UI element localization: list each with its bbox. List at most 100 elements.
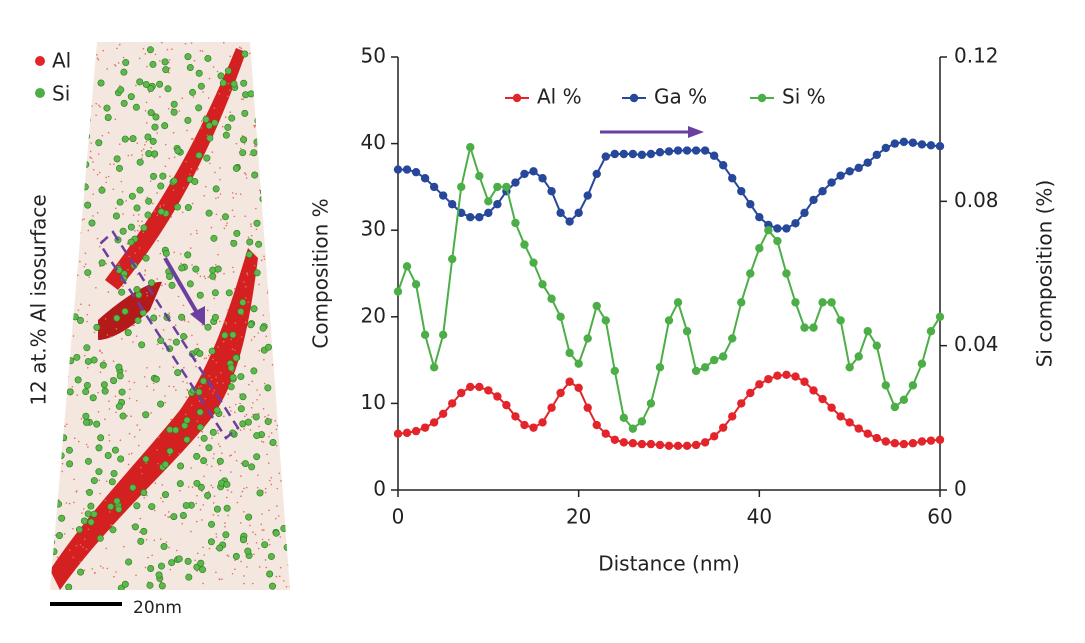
red-atom bbox=[73, 209, 76, 212]
red-atom bbox=[63, 191, 65, 193]
point bbox=[809, 195, 818, 205]
red-atom bbox=[50, 545, 51, 548]
si-atom bbox=[73, 215, 81, 223]
red-atom bbox=[213, 297, 215, 300]
si-atom bbox=[204, 54, 212, 62]
side-label: 12 at.% Al isosurface bbox=[27, 194, 51, 405]
red-atom bbox=[212, 514, 215, 516]
si-atom bbox=[208, 520, 216, 528]
red-atom bbox=[201, 324, 204, 326]
red-atom bbox=[193, 59, 196, 62]
point bbox=[475, 213, 484, 222]
red-atom bbox=[281, 200, 283, 203]
red-atom bbox=[152, 202, 154, 205]
red-atom bbox=[262, 111, 264, 113]
si-atom bbox=[279, 54, 287, 62]
red-atom bbox=[190, 233, 192, 235]
red-atom bbox=[71, 386, 74, 388]
red-atom bbox=[80, 418, 83, 420]
red-atom bbox=[239, 522, 242, 524]
si-atom bbox=[148, 503, 156, 511]
point bbox=[411, 280, 421, 289]
red-atom bbox=[270, 476, 273, 479]
red-atom bbox=[226, 496, 228, 499]
red-atom bbox=[190, 467, 192, 469]
red-atom bbox=[114, 118, 117, 121]
red-atom bbox=[112, 188, 115, 191]
red-atom bbox=[134, 230, 136, 232]
si-atom bbox=[55, 356, 63, 364]
red-atom bbox=[128, 453, 130, 455]
red-atom bbox=[75, 61, 77, 63]
si-atom bbox=[212, 185, 220, 193]
point bbox=[583, 403, 592, 412]
red-atom bbox=[244, 415, 246, 418]
si-atom bbox=[208, 347, 216, 355]
red-atom bbox=[187, 321, 190, 323]
point bbox=[601, 152, 610, 161]
red-atom bbox=[284, 504, 287, 506]
red-atom bbox=[226, 222, 228, 224]
red-atom bbox=[191, 334, 193, 337]
red-atom bbox=[243, 575, 245, 577]
red-atom bbox=[138, 247, 141, 249]
red-atom bbox=[224, 525, 226, 528]
red-atom bbox=[217, 429, 219, 432]
red-atom bbox=[157, 239, 159, 242]
si-atom bbox=[214, 265, 222, 273]
si-atom bbox=[50, 548, 58, 556]
point bbox=[565, 348, 574, 358]
red-atom bbox=[63, 167, 66, 169]
red-atom bbox=[131, 324, 134, 327]
legend-dot bbox=[35, 88, 45, 98]
red-atom bbox=[247, 301, 249, 304]
red-atom bbox=[289, 585, 290, 588]
point bbox=[592, 420, 601, 430]
si-atom bbox=[54, 286, 62, 294]
point bbox=[773, 236, 782, 246]
point bbox=[908, 381, 918, 390]
red-atom bbox=[221, 578, 223, 581]
red-atom bbox=[232, 266, 234, 269]
red-atom bbox=[210, 226, 213, 229]
red-atom bbox=[172, 366, 175, 368]
red-atom bbox=[203, 357, 206, 360]
red-atom bbox=[276, 128, 279, 130]
red-atom bbox=[243, 172, 246, 174]
red-atom bbox=[79, 561, 81, 563]
red-atom bbox=[123, 545, 125, 548]
point bbox=[438, 330, 448, 340]
si-atom bbox=[56, 348, 64, 356]
red-atom bbox=[208, 354, 210, 357]
point bbox=[655, 363, 665, 372]
red-atom bbox=[89, 150, 92, 153]
red-atom bbox=[227, 309, 229, 311]
red-atom bbox=[51, 526, 54, 529]
red-atom bbox=[245, 486, 248, 489]
red-atom bbox=[247, 236, 250, 239]
red-atom bbox=[215, 361, 218, 364]
si-atom bbox=[150, 314, 158, 322]
red-atom bbox=[278, 341, 281, 344]
si-atom bbox=[145, 197, 153, 205]
red-atom bbox=[198, 444, 201, 447]
point bbox=[664, 316, 674, 325]
red-atom bbox=[147, 556, 149, 559]
si-atom bbox=[251, 171, 259, 179]
red-atom bbox=[141, 472, 143, 475]
si-atom bbox=[104, 113, 112, 121]
si-atom bbox=[184, 116, 192, 124]
red-atom bbox=[200, 385, 202, 387]
red-atom bbox=[89, 156, 91, 159]
red-atom bbox=[135, 574, 137, 577]
red-atom bbox=[108, 434, 110, 436]
red-atom bbox=[189, 173, 191, 176]
si-atom bbox=[74, 376, 82, 384]
point bbox=[755, 213, 764, 222]
red-atom bbox=[204, 277, 207, 280]
red-atom bbox=[75, 216, 77, 219]
point bbox=[664, 147, 674, 156]
red-atom bbox=[151, 554, 153, 557]
red-atom bbox=[219, 371, 222, 374]
point bbox=[782, 370, 791, 380]
